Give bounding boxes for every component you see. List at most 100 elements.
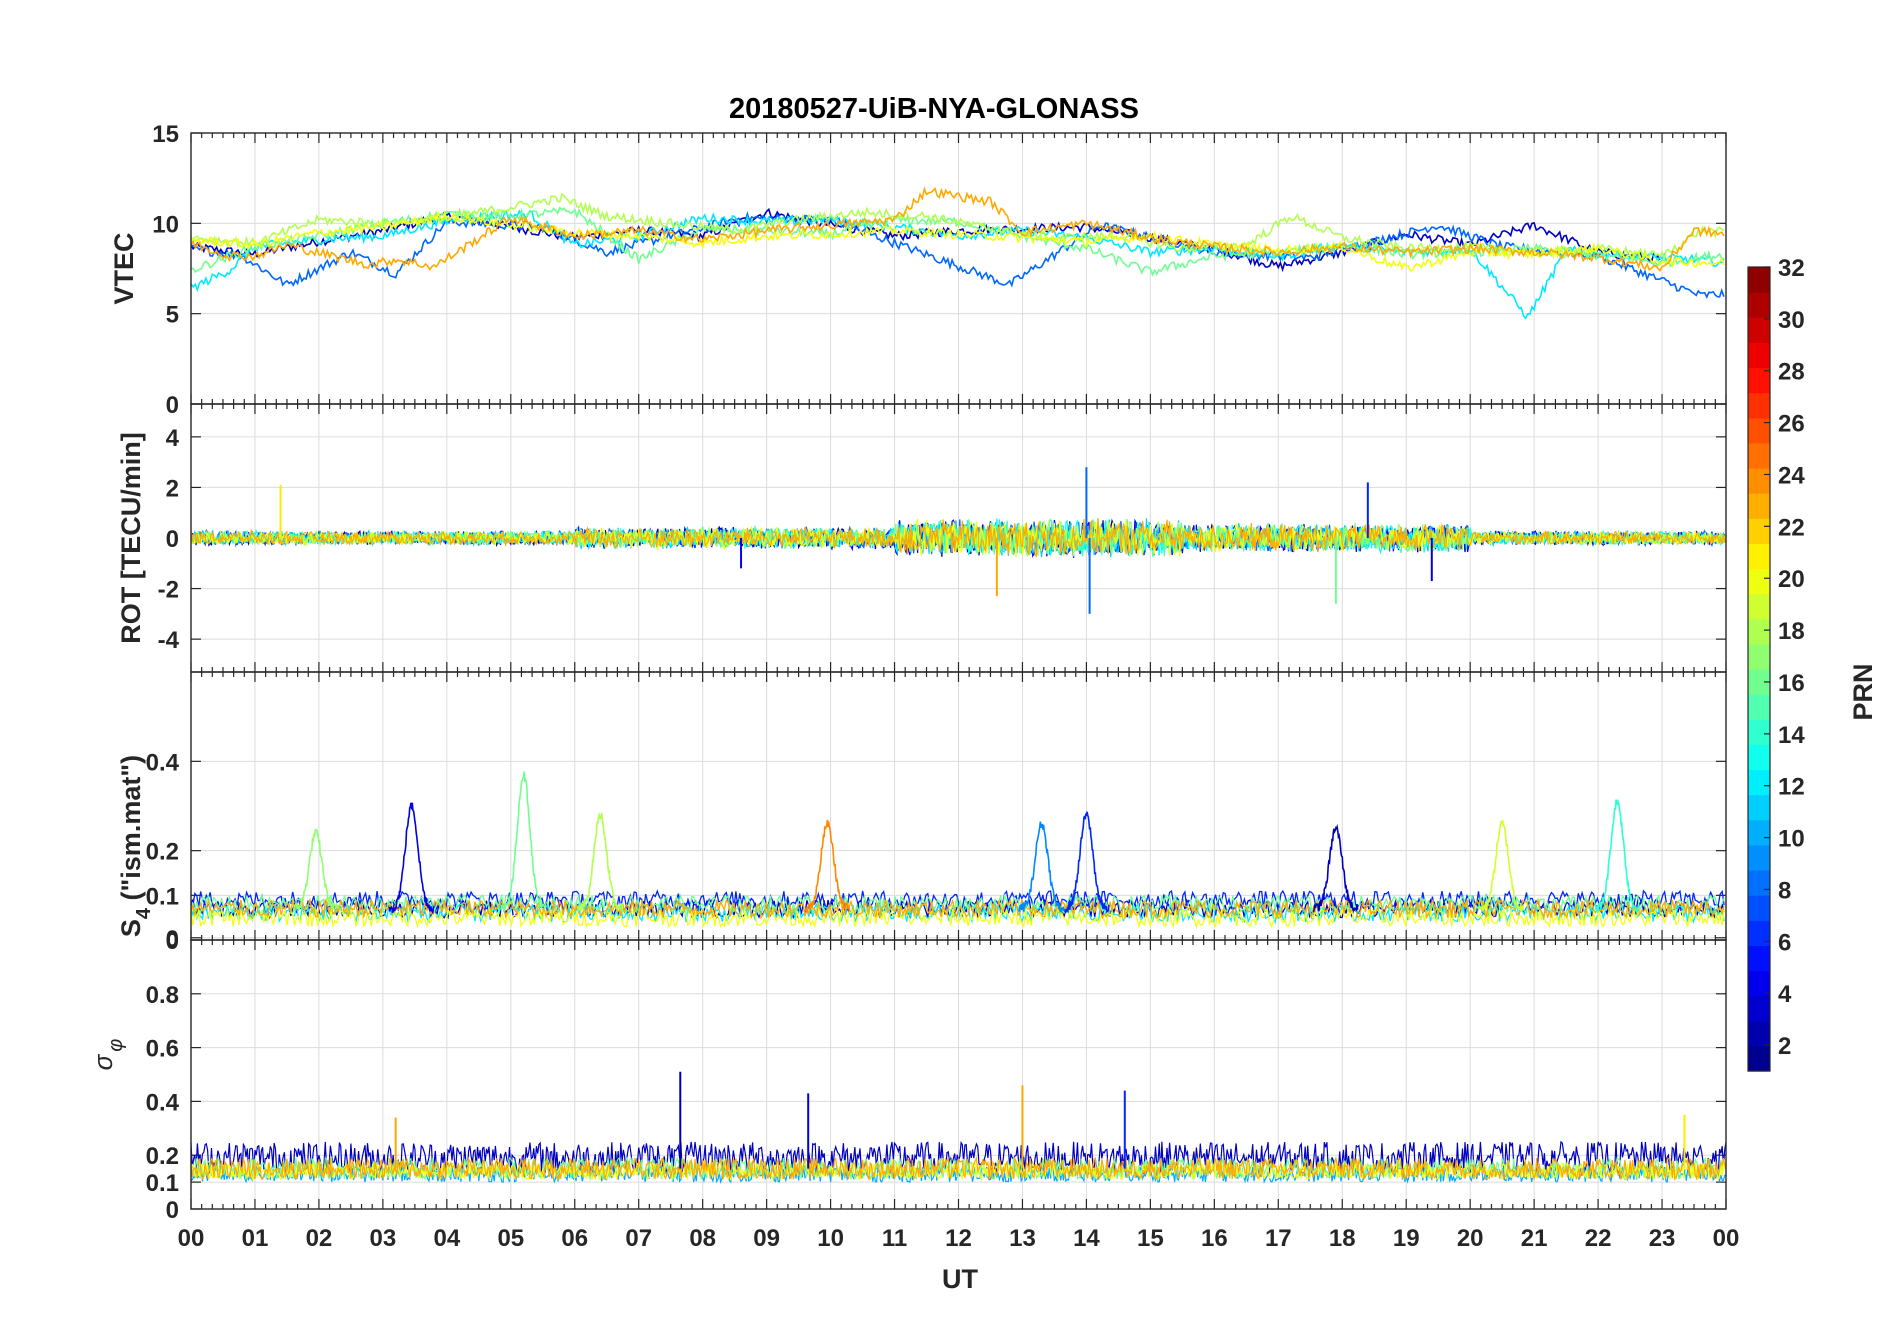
s4-series-line [190, 897, 1725, 920]
colorbar-segment [1748, 719, 1770, 745]
figure-title: 20180527-UiB-NYA-GLONASS [729, 93, 1139, 125]
colorbar-tick-label: 28 [1778, 359, 1805, 386]
colorbar-tick-label: 24 [1778, 462, 1805, 489]
y-tick-label: 0 [166, 1197, 179, 1224]
x-tick-label: 05 [497, 1225, 524, 1252]
x-tick-label: 07 [625, 1225, 652, 1252]
y-tick-label: 0 [166, 392, 179, 419]
rot-series-line [190, 518, 1727, 558]
s4-peak [1594, 798, 1640, 914]
colorbar-segment [1748, 819, 1770, 846]
sigma-phi-y-label-sub: φ [105, 1039, 127, 1052]
colorbar-segment [1748, 518, 1770, 544]
x-tick-label: 17 [1265, 1225, 1292, 1252]
y-tick-label: 4 [166, 425, 180, 452]
colorbar-segment [1748, 417, 1770, 444]
y-tick-label: 0 [166, 926, 179, 953]
x-tick-label: 20 [1457, 1225, 1484, 1252]
x-tick-label: 21 [1521, 1225, 1548, 1252]
vtec-series-line [190, 209, 1725, 272]
y-tick-label: 0.2 [146, 1143, 179, 1170]
colorbar-segment [1748, 945, 1770, 972]
x-tick-label: 18 [1329, 1225, 1356, 1252]
colorbar-tick-label: 14 [1778, 722, 1805, 749]
sigma-phi-y-label: σφ [88, 1039, 127, 1071]
colorbar-segment [1748, 794, 1770, 821]
x-axis-tick-labels: 00 01 02 03 04 05 06 07 08 09 10 11 12 13 14 15 16 17 18 19… [178, 1225, 1740, 1252]
y-tick-label: 10 [152, 211, 179, 238]
colorbar-tick-label: 4 [1778, 981, 1792, 1008]
colorbar-segment [1748, 895, 1770, 921]
s4-peak [1063, 811, 1110, 914]
colorbar-segment [1748, 367, 1770, 394]
colorbar-segment [1748, 493, 1770, 519]
vtec-y-label: VTEC [109, 232, 139, 304]
y-tick-label: 0.1 [146, 1170, 179, 1197]
s4-y-label-sub: 4 [133, 907, 155, 919]
colorbar-segment [1748, 267, 1770, 293]
x-tick-label: 16 [1201, 1225, 1228, 1252]
colorbar-segment [1748, 442, 1770, 469]
colorbar-segment [1748, 392, 1770, 419]
colorbar-tick-label: 12 [1778, 774, 1805, 801]
colorbar-tick-label: 8 [1778, 877, 1791, 904]
rot-series-line [190, 518, 1727, 558]
sigma-phi-y-label-main: σ [88, 1053, 118, 1070]
s4-y-label: S4 ("ism.mat") [116, 755, 155, 937]
rot-y-label: ROT [TECU/min] [116, 432, 146, 643]
y-tick-label: 0 [166, 928, 179, 955]
x-tick-label: 04 [433, 1225, 460, 1252]
y-tick-label: 0.2 [146, 839, 179, 866]
s4-peak [1479, 820, 1525, 912]
s4-peak [804, 819, 851, 913]
colorbar-tick-label: 22 [1778, 514, 1805, 541]
s4-panel: 000.10.20.4S4 ("ism.mat") [116, 671, 1727, 955]
colorbar-segment [1748, 744, 1770, 771]
vtec-panel: 0 5 10 15 VTEC [109, 121, 1727, 419]
x-tick-label: 00 [178, 1225, 205, 1252]
s4-peak [1018, 821, 1065, 913]
axes-frame [190, 939, 1727, 1210]
x-tick-label: 11 [882, 1225, 907, 1252]
colorbar-tick-label: 2 [1778, 1033, 1791, 1060]
colorbar-segment [1748, 1045, 1770, 1072]
colorbar-segment [1748, 618, 1770, 645]
colorbar-segment [1748, 669, 1770, 695]
y-tick-label: 0.6 [146, 1036, 179, 1063]
y-tick-label: 0.4 [146, 1089, 180, 1116]
colorbar-tick-label: 10 [1778, 826, 1805, 853]
rot-panel: -4 -2 0 2 4 ROT [TECU/min] [116, 403, 1727, 673]
s4-y-label-rest: ("ism.mat") [116, 755, 146, 908]
colorbar-segment [1748, 543, 1770, 570]
s4-peak [292, 828, 339, 913]
x-tick-label: 01 [242, 1225, 269, 1252]
y-tick-label: -2 [158, 577, 179, 604]
y-tick-label: 5 [166, 302, 179, 329]
y-tick-label: 0 [166, 526, 179, 553]
s4-peak [388, 802, 435, 915]
x-axis-label: UT [942, 1264, 978, 1294]
s4-series-line [190, 892, 1725, 916]
colorbar-frame [1747, 266, 1771, 1072]
s4-peak [1312, 823, 1359, 913]
x-tick-label: 00 [1713, 1225, 1740, 1252]
x-tick-label: 15 [1137, 1225, 1164, 1252]
colorbar-segment [1748, 970, 1770, 997]
colorbar-tick-label: 26 [1778, 411, 1805, 438]
y-tick-label: 0.4 [146, 749, 180, 776]
s4-peak [500, 771, 547, 911]
sigma-phi-series-line [190, 1155, 1727, 1182]
s4-y-label-main: S [116, 919, 146, 937]
colorbar-segment [1748, 1020, 1770, 1047]
colorbar-segment [1748, 643, 1770, 670]
x-tick-label: 14 [1073, 1225, 1100, 1252]
s4-peak [577, 812, 624, 914]
colorbar-segment [1748, 568, 1770, 595]
y-tick-label: 0.8 [146, 982, 179, 1009]
x-tick-label: 10 [817, 1225, 844, 1252]
colorbar-label: PRN [1848, 663, 1878, 720]
x-tick-label: 03 [370, 1225, 397, 1252]
y-tick-label: 2 [166, 475, 179, 502]
